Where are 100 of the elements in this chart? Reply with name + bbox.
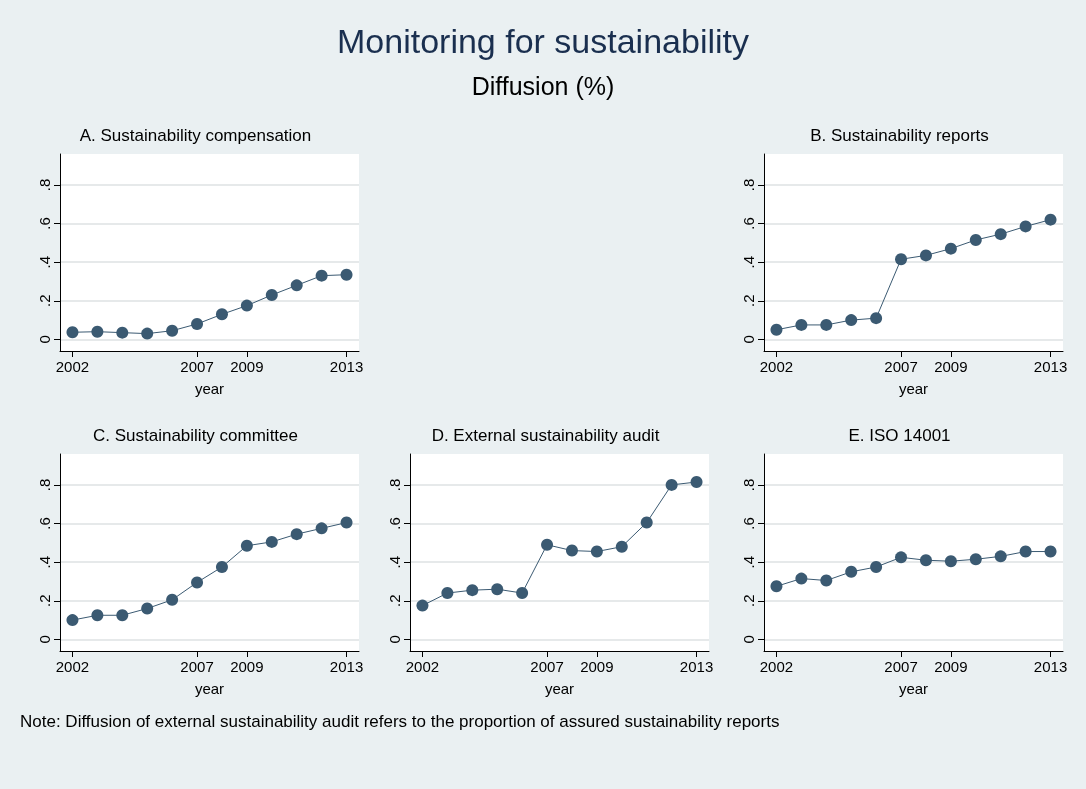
point <box>191 576 204 589</box>
x-tick-label: 2013 <box>329 658 364 675</box>
point <box>340 268 353 281</box>
x-tick-label: 2007 <box>180 658 214 675</box>
x-tick-label: 2013 <box>1033 358 1068 375</box>
point <box>290 528 303 541</box>
point <box>820 574 833 587</box>
y-tick-label: 0 <box>36 335 53 344</box>
y-tick-label: .2 <box>36 294 53 308</box>
point <box>466 584 479 597</box>
chart-title: A. Sustainability compensation <box>79 126 312 145</box>
point <box>795 318 808 331</box>
y-tick-label: .8 <box>740 478 757 492</box>
x-tick-label: 2013 <box>1033 658 1068 675</box>
point <box>845 314 858 327</box>
y-tick-label: .6 <box>386 517 403 530</box>
y-tick-label: .2 <box>386 594 403 608</box>
x-tick-label: 2007 <box>530 658 564 675</box>
point <box>1044 213 1057 226</box>
y-tick-label: .6 <box>740 217 757 230</box>
point <box>416 599 429 612</box>
point <box>91 325 104 338</box>
x-tick-label: 2009 <box>934 358 968 375</box>
point <box>665 478 678 491</box>
point <box>91 609 104 622</box>
y-tick-label: 0 <box>386 635 403 644</box>
x-tick-label: 2002 <box>759 658 794 675</box>
y-tick-label: .2 <box>740 594 757 608</box>
point <box>690 476 703 488</box>
x-axis-title: year <box>194 680 225 697</box>
point <box>640 516 653 529</box>
y-tick-label: 0 <box>740 335 757 344</box>
point <box>1044 545 1057 558</box>
x-tick-label: 2009 <box>934 658 968 675</box>
chart-title: C. Sustainability committee <box>92 426 299 445</box>
point <box>1019 220 1032 233</box>
point <box>265 288 278 301</box>
point <box>870 312 883 325</box>
point <box>870 560 883 573</box>
text: Diffusion (%) <box>470 72 616 101</box>
y-tick-label: .4 <box>386 555 403 569</box>
y-tick-label: .6 <box>36 517 53 530</box>
x-tick-label: 2002 <box>55 358 90 375</box>
point <box>944 242 957 255</box>
y-tick-label: .4 <box>36 555 53 569</box>
x-axis-title: year <box>898 680 929 697</box>
point <box>191 317 204 330</box>
x-tick-label: 2009 <box>230 358 264 375</box>
chart-title: D. External sustainability audit <box>431 426 660 445</box>
y-tick-label: .8 <box>740 178 757 192</box>
point <box>820 318 833 331</box>
point <box>240 299 253 312</box>
y-tick-label: .2 <box>740 294 757 308</box>
point <box>315 269 328 282</box>
point <box>919 554 932 567</box>
y-tick-label: 0 <box>740 635 757 644</box>
text: Monitoring for sustainability <box>336 22 750 61</box>
x-tick-label: 2007 <box>884 358 918 375</box>
y-tick-label: 0 <box>36 635 53 644</box>
point <box>141 602 154 615</box>
point <box>615 540 628 553</box>
x-tick-label: 2013 <box>679 658 714 675</box>
point <box>215 560 228 573</box>
point <box>116 609 129 622</box>
point <box>944 555 957 568</box>
point <box>116 326 129 339</box>
point <box>66 326 79 339</box>
point <box>340 516 353 529</box>
point <box>969 233 982 246</box>
x-tick-label: 2002 <box>405 658 440 675</box>
point <box>994 550 1007 563</box>
chart-title: E. ISO 14001 <box>848 426 951 445</box>
point <box>994 228 1007 241</box>
x-tick-label: 2009 <box>580 658 614 675</box>
point <box>845 565 858 578</box>
point <box>240 539 253 552</box>
point <box>315 522 328 535</box>
y-tick-label: .8 <box>36 478 53 492</box>
point <box>141 327 154 340</box>
point <box>441 587 454 600</box>
point <box>66 614 79 627</box>
point <box>795 572 808 585</box>
point <box>770 580 783 593</box>
point <box>919 249 932 262</box>
y-tick-label: .4 <box>740 255 757 269</box>
x-axis-title: year <box>544 680 575 697</box>
y-tick-label: .4 <box>36 255 53 269</box>
y-tick-label: .6 <box>36 217 53 230</box>
point <box>1019 545 1032 558</box>
point <box>895 551 908 564</box>
y-tick-label: .6 <box>740 517 757 530</box>
x-tick-label: 2002 <box>759 358 794 375</box>
point <box>166 324 179 337</box>
point <box>565 544 578 557</box>
x-tick-label: 2007 <box>884 658 918 675</box>
x-axis-title: year <box>898 380 929 397</box>
x-tick-label: 2007 <box>180 358 214 375</box>
x-axis-title: year <box>194 380 225 397</box>
point <box>290 279 303 292</box>
point <box>166 593 179 606</box>
